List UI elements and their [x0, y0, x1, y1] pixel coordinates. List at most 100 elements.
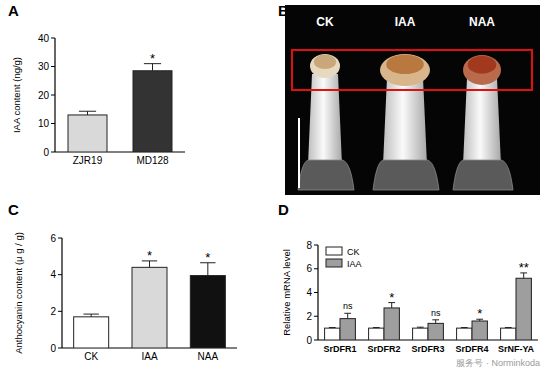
y-tick-label: 6: [306, 263, 312, 274]
bar: [457, 328, 472, 340]
y-tick-label: 4: [306, 287, 312, 298]
y-tick: [51, 95, 55, 96]
y-axis-label: Relative mRNA level: [281, 249, 292, 336]
legend-swatch: [326, 259, 342, 267]
x-tick-label: NAA: [198, 351, 219, 362]
error-cap: [329, 327, 336, 328]
y-tick: [58, 348, 62, 349]
bar: [132, 267, 167, 348]
bar: [68, 115, 107, 152]
annotation: *: [477, 306, 482, 321]
cap-top: [468, 56, 497, 74]
cap: [380, 54, 430, 86]
y-axis: [61, 238, 62, 348]
bar: [413, 328, 428, 340]
mushroom: [298, 54, 354, 190]
panel: D02468Relative mRNA levelnsSrDFR1*SrDFR2…: [278, 201, 538, 354]
volva: [298, 160, 354, 190]
y-tick-label: 40: [38, 33, 50, 44]
y-tick-label: 10: [38, 118, 50, 129]
annotation: *: [389, 290, 394, 305]
y-tick: [58, 311, 62, 312]
x-tick-label: MD128: [136, 155, 169, 166]
error-cap: [505, 327, 512, 328]
marks: [74, 261, 226, 348]
error-bar: [432, 320, 439, 324]
y-tick-label: 0: [306, 335, 312, 346]
x-tick-label: SrDFR2: [367, 344, 400, 354]
legend-label: CK: [347, 247, 360, 257]
y-tick: [314, 245, 318, 246]
legend: CK IAA: [326, 247, 362, 269]
y-tick: [314, 268, 318, 269]
cap-top: [386, 55, 424, 74]
marks: [325, 273, 532, 340]
photo-label: CK: [316, 15, 334, 29]
y-tick: [58, 274, 62, 275]
error-bar: [461, 327, 468, 329]
bar: [369, 328, 384, 340]
stem: [308, 74, 342, 165]
mushroom: [453, 55, 513, 190]
cap: [463, 55, 501, 85]
y-tick: [51, 123, 55, 124]
figure: A010203040IAA content (ng/g)ZJR19*MD128C…: [0, 0, 545, 368]
panel: A010203040IAA content (ng/g)ZJR19*MD128: [8, 2, 185, 166]
y-tick-label: 2: [306, 311, 312, 322]
error-bar: [505, 327, 512, 329]
cap: [310, 54, 340, 78]
y-tick-label: 2: [50, 306, 56, 317]
y-tick: [314, 340, 318, 341]
legend-label: IAA: [347, 259, 362, 269]
y-tick: [58, 238, 62, 239]
y-tick-label: 0: [43, 147, 49, 158]
error-cap: [344, 313, 351, 314]
y-tick-label: 8: [306, 240, 312, 251]
error-bar: [329, 327, 336, 329]
cap-top: [314, 55, 337, 69]
annotation: *: [147, 248, 152, 263]
x-tick-label: SrDFR3: [411, 344, 444, 354]
y-axis-label: Anthocyanin content (μ g / g): [13, 232, 24, 354]
volva: [373, 160, 439, 190]
y-tick: [51, 152, 55, 153]
panel-label: A: [8, 2, 19, 19]
error-cap: [461, 327, 468, 328]
annotation: **: [519, 260, 529, 275]
error-bar: [417, 327, 424, 329]
photo-background: [285, 5, 540, 195]
scale-bar: [298, 118, 300, 188]
error-cap: [417, 327, 424, 328]
y-tick: [51, 66, 55, 67]
annotation: ns: [431, 308, 441, 318]
bar: [133, 71, 172, 152]
watermark: 服务号 · Norminkoda: [456, 358, 540, 368]
annotation: ns: [343, 301, 353, 311]
error-cap: [373, 327, 380, 328]
bar: [325, 328, 340, 340]
panel: C0246Anthocyanin content (μ g / g)CK*IAA…: [8, 201, 237, 362]
x-tick-label: CK: [84, 351, 98, 362]
error-bar: [373, 327, 380, 329]
y-tick-label: 0: [50, 343, 56, 354]
mushroom: [373, 54, 439, 190]
bar: [516, 278, 531, 340]
error-bar: [79, 111, 96, 115]
bar: [384, 308, 399, 340]
y-tick-label: 30: [38, 61, 50, 72]
error-bar: [83, 314, 98, 317]
y-axis-label: IAA content (ng/g): [11, 57, 22, 133]
stem: [463, 78, 501, 165]
marks: [68, 64, 172, 152]
stem: [383, 78, 427, 165]
photo-panel: BCKIAANAA: [278, 2, 540, 195]
photo-label: IAA: [395, 15, 416, 29]
bar: [428, 323, 443, 340]
error-cap: [79, 111, 96, 112]
x-tick-label: ZJR19: [73, 155, 103, 166]
y-tick-label: 4: [50, 269, 56, 280]
x-tick-label: SrDFR4: [455, 344, 488, 354]
bar: [74, 317, 109, 348]
error-stem: [87, 111, 88, 115]
y-tick-label: 6: [50, 233, 56, 244]
